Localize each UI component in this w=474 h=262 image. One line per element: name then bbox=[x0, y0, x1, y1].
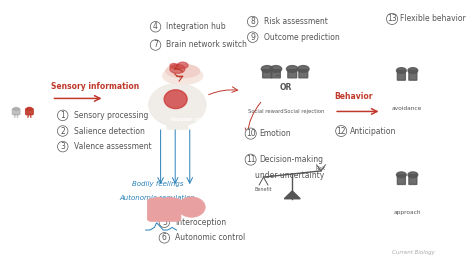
FancyBboxPatch shape bbox=[26, 108, 33, 115]
Circle shape bbox=[13, 107, 19, 111]
Text: Interoception: Interoception bbox=[175, 218, 226, 227]
Text: Insular cortex: Insular cortex bbox=[172, 117, 214, 122]
Text: 12: 12 bbox=[337, 127, 346, 135]
Text: Social rejection: Social rejection bbox=[284, 109, 325, 114]
FancyBboxPatch shape bbox=[288, 69, 297, 78]
Ellipse shape bbox=[248, 47, 288, 62]
Text: Autonomic control: Autonomic control bbox=[175, 233, 246, 242]
Text: 7: 7 bbox=[153, 41, 158, 50]
FancyBboxPatch shape bbox=[272, 69, 280, 78]
Text: Valence assessment: Valence assessment bbox=[73, 142, 151, 151]
Text: 11: 11 bbox=[246, 155, 255, 164]
Circle shape bbox=[397, 68, 406, 73]
Ellipse shape bbox=[165, 64, 200, 78]
Circle shape bbox=[408, 68, 418, 73]
Text: Brain network switch: Brain network switch bbox=[166, 41, 247, 50]
Circle shape bbox=[270, 66, 282, 72]
FancyBboxPatch shape bbox=[299, 69, 308, 78]
Circle shape bbox=[242, 86, 251, 91]
Ellipse shape bbox=[236, 59, 283, 78]
Polygon shape bbox=[284, 191, 300, 199]
Text: 8: 8 bbox=[250, 17, 255, 26]
Text: Outcome prediction: Outcome prediction bbox=[264, 33, 339, 42]
FancyBboxPatch shape bbox=[12, 108, 20, 115]
Text: Flexible behavior: Flexible behavior bbox=[401, 14, 466, 23]
Text: 9: 9 bbox=[250, 33, 255, 42]
Text: Bodily feelings: Bodily feelings bbox=[132, 181, 183, 187]
Text: 2: 2 bbox=[60, 127, 65, 135]
Text: Behavior: Behavior bbox=[334, 92, 373, 101]
Text: 5: 5 bbox=[162, 218, 167, 227]
Ellipse shape bbox=[163, 67, 203, 85]
Ellipse shape bbox=[152, 197, 164, 203]
Text: 13: 13 bbox=[387, 14, 397, 23]
Text: Salience detection: Salience detection bbox=[73, 127, 145, 135]
FancyBboxPatch shape bbox=[397, 174, 405, 184]
Text: Risk: Risk bbox=[316, 166, 326, 171]
FancyBboxPatch shape bbox=[263, 69, 272, 78]
Ellipse shape bbox=[289, 59, 336, 78]
Circle shape bbox=[261, 66, 273, 72]
Text: Benefit: Benefit bbox=[255, 187, 273, 192]
Ellipse shape bbox=[267, 43, 304, 58]
Circle shape bbox=[408, 172, 418, 178]
Ellipse shape bbox=[283, 47, 323, 62]
Circle shape bbox=[246, 82, 258, 89]
Circle shape bbox=[27, 107, 32, 111]
Text: 1: 1 bbox=[60, 111, 65, 120]
Text: avoidance: avoidance bbox=[392, 106, 422, 111]
Text: approach: approach bbox=[393, 210, 421, 215]
Circle shape bbox=[286, 66, 298, 72]
Text: Anticipation: Anticipation bbox=[350, 127, 396, 135]
Text: 10: 10 bbox=[246, 129, 255, 138]
Text: Decision-making: Decision-making bbox=[259, 155, 323, 164]
Circle shape bbox=[298, 66, 309, 72]
Circle shape bbox=[397, 172, 406, 178]
Text: Integration hub: Integration hub bbox=[166, 22, 226, 31]
Ellipse shape bbox=[164, 197, 176, 203]
Circle shape bbox=[170, 64, 185, 73]
Text: 6: 6 bbox=[162, 233, 167, 242]
Ellipse shape bbox=[164, 90, 187, 108]
Text: Sensory information: Sensory information bbox=[52, 81, 140, 91]
Text: OR: OR bbox=[280, 84, 292, 92]
Text: 4: 4 bbox=[153, 22, 158, 31]
Text: under uncertainty: under uncertainty bbox=[255, 171, 324, 180]
Text: 3: 3 bbox=[60, 142, 65, 151]
FancyBboxPatch shape bbox=[167, 118, 188, 129]
Circle shape bbox=[240, 91, 246, 94]
Text: Current Biology: Current Biology bbox=[392, 250, 435, 255]
Ellipse shape bbox=[251, 59, 320, 86]
Ellipse shape bbox=[149, 83, 206, 127]
Text: Risk assessment: Risk assessment bbox=[264, 17, 328, 26]
Circle shape bbox=[170, 63, 178, 68]
Text: Social reward: Social reward bbox=[248, 109, 283, 114]
FancyBboxPatch shape bbox=[409, 174, 417, 184]
Text: Sensory processing: Sensory processing bbox=[73, 111, 148, 120]
Circle shape bbox=[177, 62, 188, 68]
FancyBboxPatch shape bbox=[147, 199, 181, 221]
FancyBboxPatch shape bbox=[397, 70, 405, 80]
Text: Emotion: Emotion bbox=[259, 129, 291, 138]
Text: Autonomic regulation: Autonomic regulation bbox=[119, 194, 195, 200]
Circle shape bbox=[374, 163, 440, 203]
FancyBboxPatch shape bbox=[409, 70, 417, 80]
Ellipse shape bbox=[178, 197, 205, 217]
Circle shape bbox=[374, 59, 440, 99]
